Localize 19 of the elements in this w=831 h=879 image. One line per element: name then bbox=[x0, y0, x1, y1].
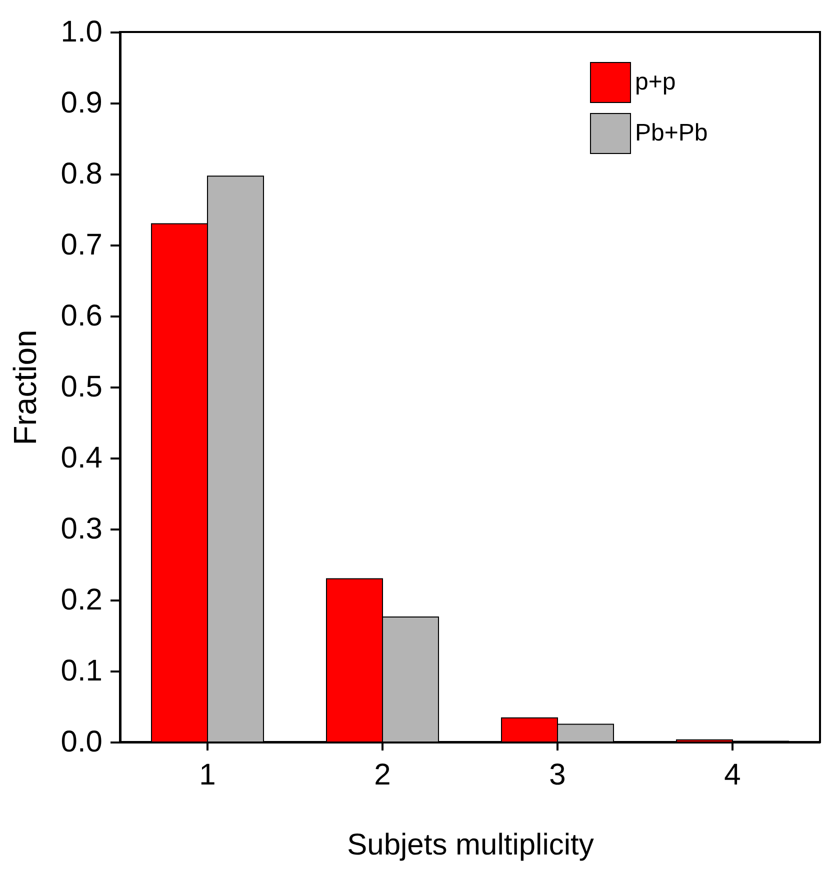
y-tick-label: 0.9 bbox=[60, 86, 102, 120]
y-tick-label: 0.8 bbox=[60, 158, 102, 190]
y-tick-label: 0.7 bbox=[60, 228, 102, 262]
legend-label: Pb+Pb bbox=[635, 120, 708, 146]
y-tick-label: 0.0 bbox=[60, 726, 102, 758]
legend-label: p+p bbox=[635, 68, 676, 96]
y-tick-label: 0.2 bbox=[60, 584, 102, 616]
x-tick-label: 3 bbox=[549, 758, 566, 792]
x-tick-label: 1 bbox=[199, 758, 216, 792]
y-tick-label: 0.4 bbox=[60, 442, 102, 474]
x-axis-title: Subjets multiplicity bbox=[347, 828, 594, 862]
y-axis-title: Fraction bbox=[6, 330, 43, 446]
y-tick-label: 0.3 bbox=[60, 512, 102, 546]
y-tick-label: 0.1 bbox=[60, 654, 102, 688]
y-tick-label: 0.6 bbox=[60, 300, 102, 332]
x-tick-label: 2 bbox=[374, 758, 391, 792]
x-tick-label: 4 bbox=[724, 758, 741, 792]
y-tick-label: 1.0 bbox=[60, 16, 102, 48]
y-tick-label: 0.5 bbox=[60, 370, 102, 404]
